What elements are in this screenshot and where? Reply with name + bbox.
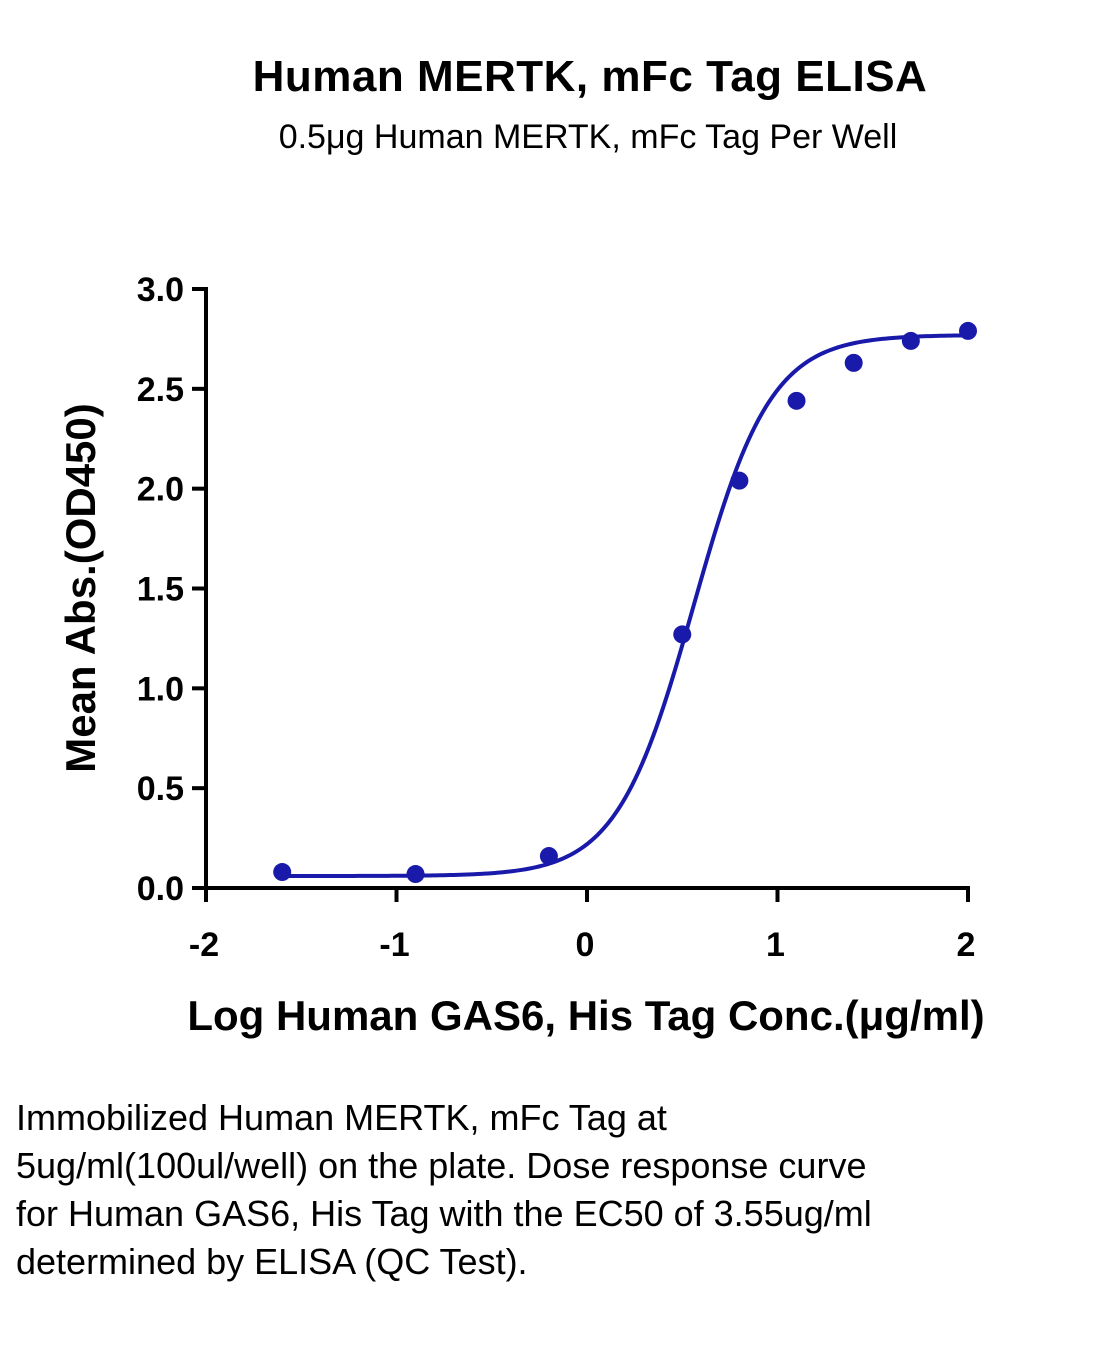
x-ticks: -2 -1 0 1 2 xyxy=(189,888,976,964)
y-tick-label: 2.5 xyxy=(137,371,184,409)
x-axis-title: Log Human GAS6, His Tag Conc.(μg/ml) xyxy=(187,992,984,1039)
y-tick-label: 1.0 xyxy=(137,670,184,708)
data-point xyxy=(787,391,806,410)
data-point xyxy=(406,865,425,884)
data-point xyxy=(273,863,292,882)
y-tick-label: 0.5 xyxy=(137,770,184,808)
y-tick-label: 3.0 xyxy=(137,271,184,309)
x-tick-label: -2 xyxy=(189,926,219,964)
chart-plot: 0.0 0.5 1.0 1.5 2.0 2.5 3.0 -2 -1 0 1 2 Log Human … xyxy=(57,271,985,1039)
chart-title: Human MERTK, mFc Tag ELISA xyxy=(252,52,928,101)
y-axis-title: Mean Abs.(OD450) xyxy=(57,403,104,773)
data-point xyxy=(844,353,863,372)
y-tick-label: 1.5 xyxy=(137,571,184,609)
x-tick-label: 2 xyxy=(957,926,976,964)
y-tick-label: 2.0 xyxy=(137,471,184,509)
caption-text: Immobilized Human MERTK, mFc Tag at 5ug/… xyxy=(16,1097,872,1282)
data-point xyxy=(901,331,920,350)
y-ticks: 0.0 0.5 1.0 1.5 2.0 2.5 3.0 xyxy=(137,271,206,908)
y-tick-label: 0.0 xyxy=(137,870,184,908)
data-point xyxy=(959,321,977,340)
x-tick-label: -1 xyxy=(379,926,409,964)
x-tick-label: 0 xyxy=(576,926,595,964)
data-point xyxy=(539,847,558,866)
data-point xyxy=(730,471,749,490)
fit-curve xyxy=(282,333,969,879)
x-tick-label: 1 xyxy=(766,926,785,964)
data-point xyxy=(673,625,692,644)
chart-axes xyxy=(204,287,970,890)
data-points xyxy=(273,321,977,884)
chart-subtitle: 0.5μg Human MERTK, mFc Tag Per Well xyxy=(278,118,898,156)
